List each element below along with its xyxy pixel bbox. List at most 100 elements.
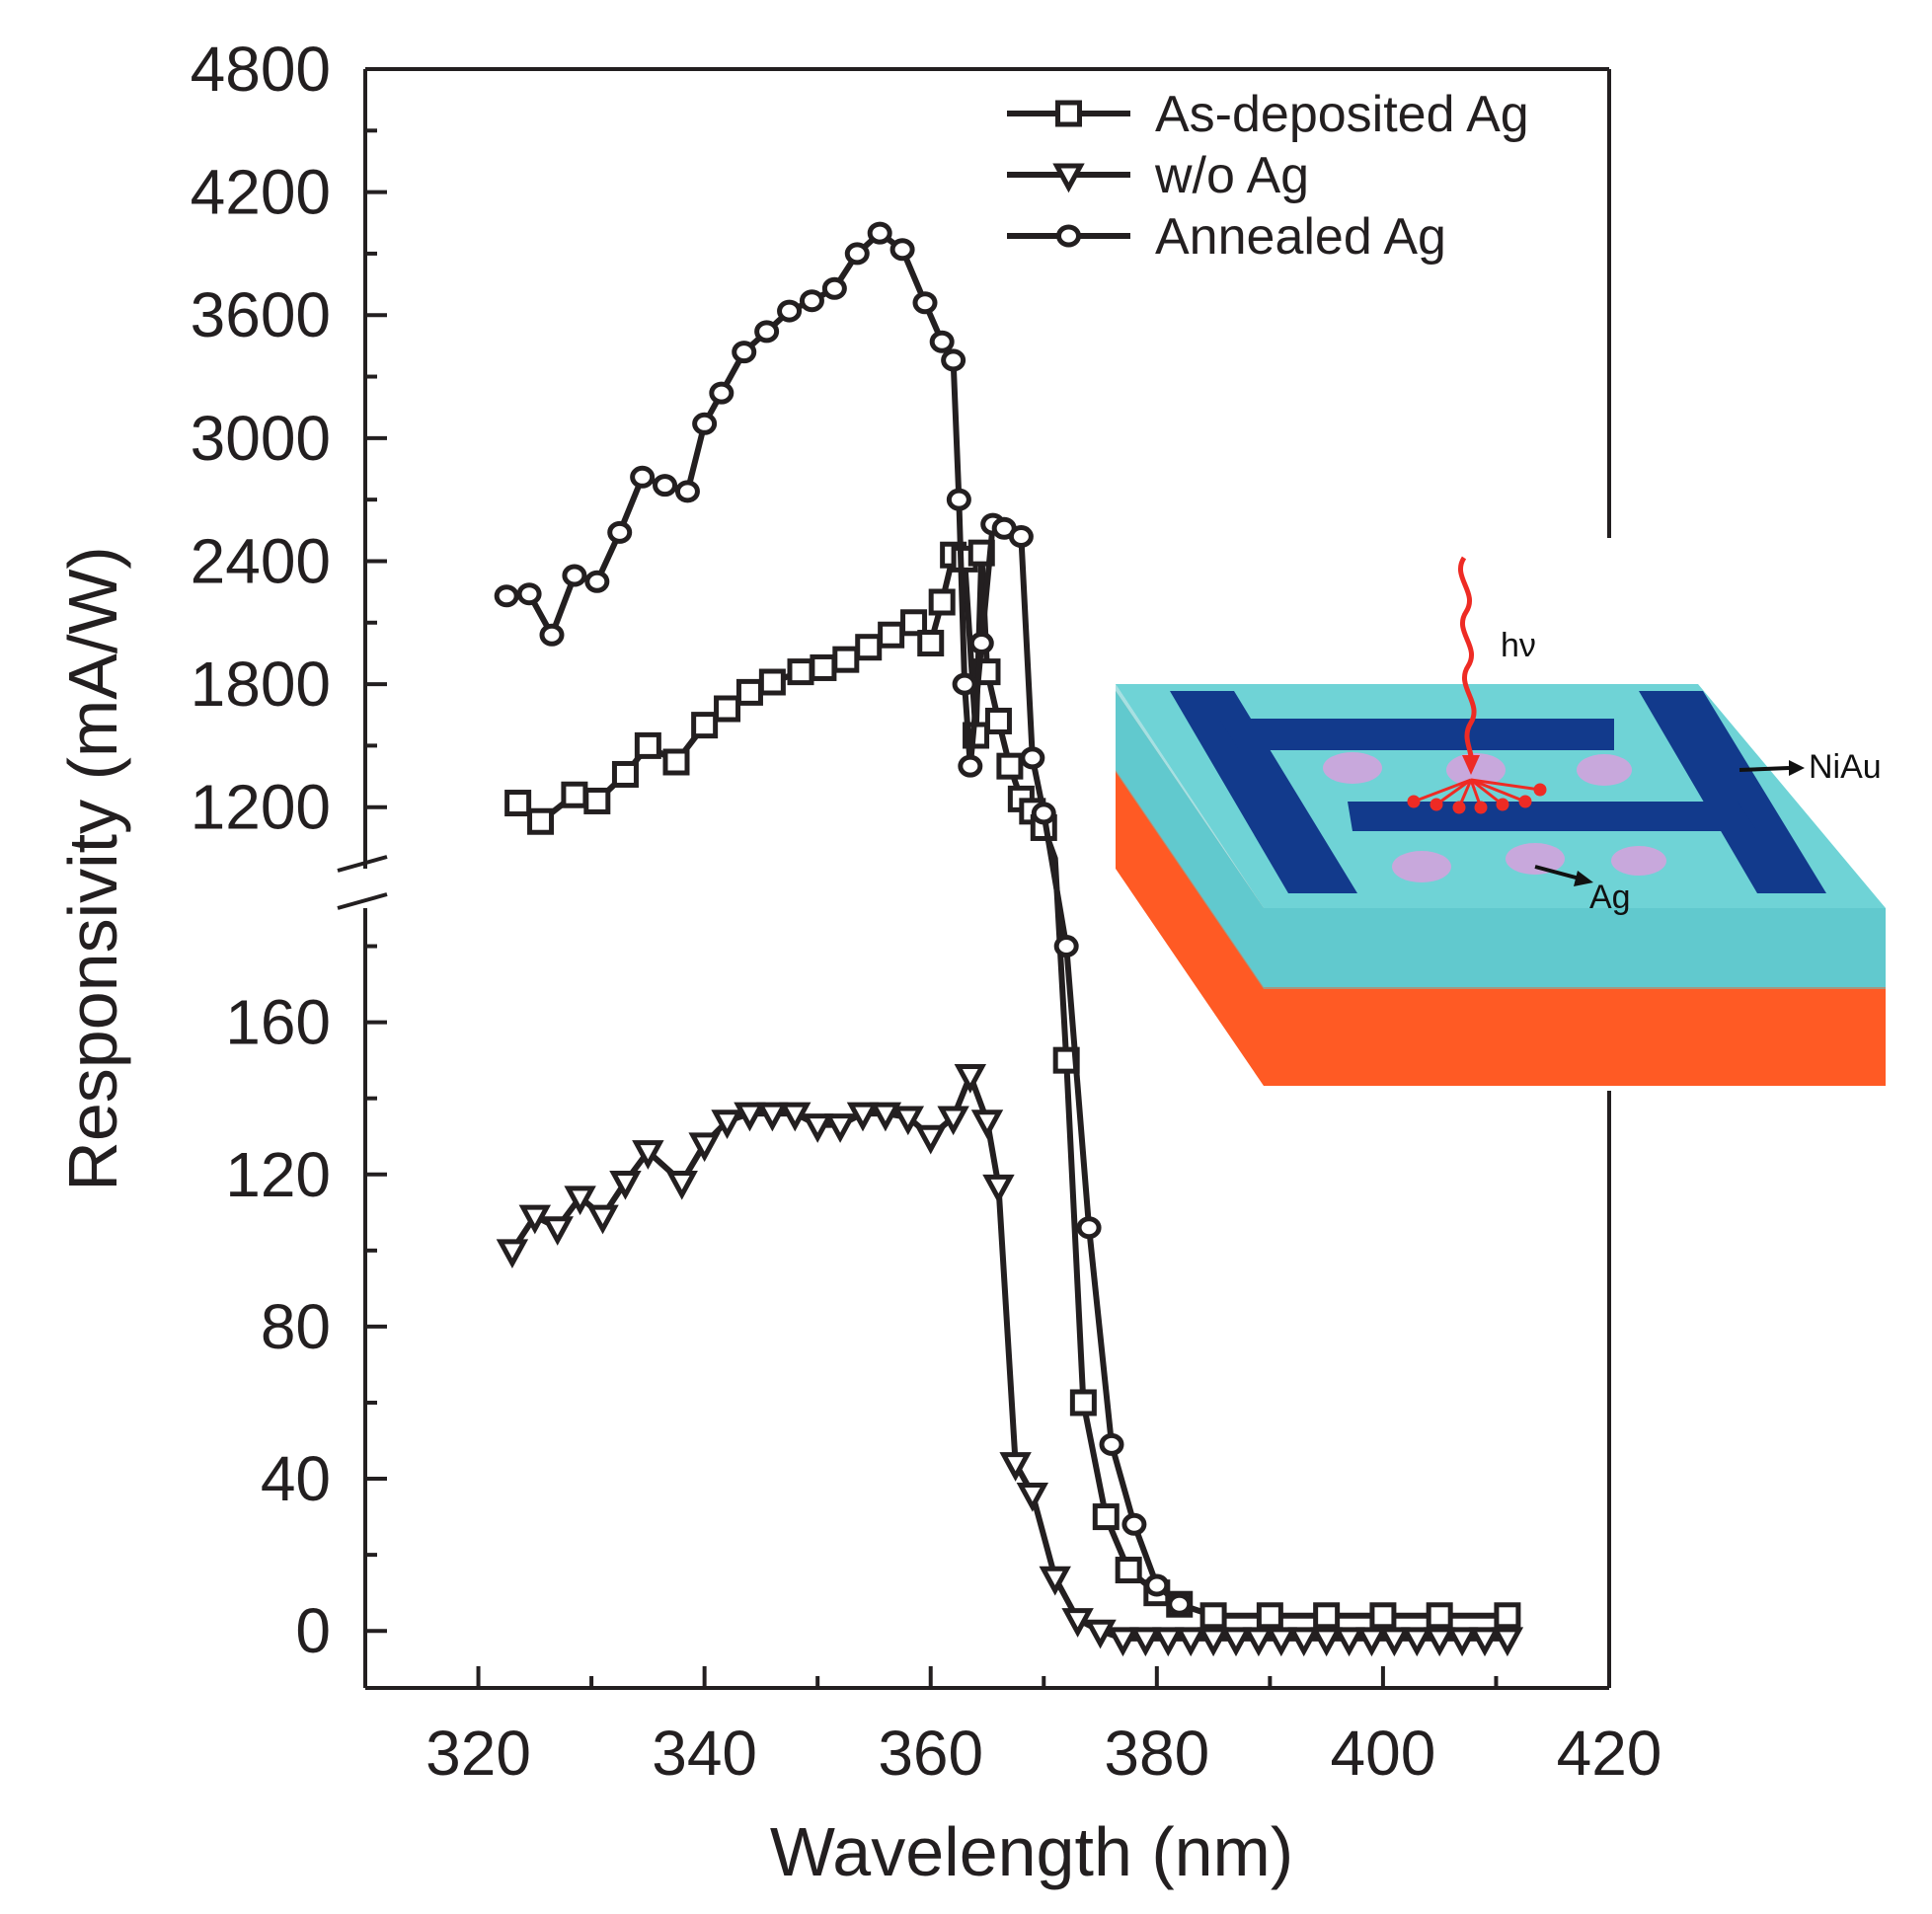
legend-label: Annealed Ag: [1155, 208, 1446, 266]
device-schematic-inset: hν NiAu Ag: [1101, 538, 1932, 1091]
data-point: [844, 242, 870, 266]
y-tick-label: 2400: [191, 525, 331, 596]
data-point: [709, 381, 734, 405]
right-electrode-bar: [1639, 691, 1826, 893]
data-point: [564, 1186, 596, 1216]
data-point: [1121, 1512, 1147, 1536]
data-point: [1115, 1557, 1142, 1584]
substrate-front-face: [1264, 987, 1886, 1086]
data-point: [1355, 1627, 1388, 1657]
photon-arrowhead: [1462, 755, 1480, 775]
data-point: [665, 1170, 698, 1200]
data-point: [941, 348, 966, 372]
data-point: [1468, 1627, 1502, 1657]
data-point: [1265, 1627, 1298, 1657]
series-line: [509, 1072, 1507, 1642]
data-point: [714, 695, 741, 723]
data-point: [1084, 1619, 1117, 1649]
data-point: [1053, 935, 1079, 958]
y-tick-label: 40: [261, 1443, 331, 1514]
data-point: [1287, 1627, 1320, 1657]
data-point: [662, 748, 690, 776]
data-point: [867, 221, 892, 245]
data-point: [968, 632, 994, 655]
data-point: [1069, 1389, 1097, 1416]
data-point: [900, 609, 928, 637]
data-point: [1256, 1602, 1283, 1630]
data-point: [496, 1239, 529, 1269]
data-point: [584, 570, 610, 593]
data-point: [1369, 1602, 1397, 1630]
data-point: [891, 1106, 925, 1136]
data-point: [1167, 1592, 1193, 1616]
ag-particle: [1611, 846, 1666, 876]
data-point: [1491, 1627, 1524, 1657]
data-point: [946, 488, 971, 511]
data-point: [735, 678, 763, 706]
legend-marker: [1055, 100, 1082, 127]
photon-ray: [1458, 556, 1477, 763]
data-point: [1313, 1602, 1341, 1630]
data-point: [821, 276, 847, 300]
data-point: [1016, 1482, 1049, 1512]
data-point: [518, 1204, 552, 1235]
ag-pointer-line: [1534, 865, 1581, 880]
data-point: [1310, 1627, 1343, 1657]
data-point: [632, 1140, 664, 1170]
data-point: [832, 646, 860, 673]
data-point: [539, 623, 565, 647]
data-point: [914, 1124, 947, 1155]
data-point: [754, 320, 780, 344]
y-tick-label: 80: [261, 1291, 331, 1362]
data-point: [889, 238, 915, 262]
data-point: [561, 781, 588, 808]
data-point: [1333, 1627, 1365, 1657]
x-tick-label: 320: [425, 1718, 531, 1789]
data-point: [1426, 1602, 1453, 1630]
data-point: [970, 1110, 1004, 1140]
legend-label: w/o Ag: [1154, 147, 1309, 204]
data-point: [586, 1204, 619, 1235]
niau-label: NiAu: [1809, 748, 1882, 786]
legend-marker: [1052, 163, 1085, 193]
data-point: [734, 1102, 766, 1132]
data-point: [1445, 1627, 1479, 1657]
data-point: [756, 1102, 789, 1132]
y-tick-label: 0: [295, 1595, 331, 1666]
left-electrode-finger: [1219, 719, 1614, 750]
series-triangle-down: [496, 1064, 1524, 1657]
data-point: [634, 731, 661, 759]
top-layer-front: [1116, 684, 1886, 989]
x-axis-title: Wavelength (nm): [770, 1813, 1293, 1890]
data-point: [1076, 1216, 1102, 1240]
data-point: [504, 790, 532, 817]
ag-particle: [1323, 752, 1382, 784]
y-tick-label: 1200: [191, 772, 331, 843]
data-point: [691, 712, 719, 739]
y-tick-label: 3000: [191, 403, 331, 474]
y-tick-label: 3600: [191, 279, 331, 350]
data-point: [611, 760, 639, 788]
data-point: [1107, 1627, 1139, 1657]
data-point: [958, 754, 983, 778]
data-point: [917, 630, 945, 657]
scattered-carriers: [1407, 778, 1547, 814]
right-electrode-finger: [1348, 802, 1757, 831]
data-point: [607, 520, 633, 544]
data-point: [855, 634, 883, 661]
data-point: [711, 1110, 743, 1140]
data-point: [952, 672, 977, 696]
data-point: [1401, 1627, 1433, 1657]
x-tick-label: 360: [878, 1718, 983, 1789]
ag-label: Ag: [1589, 879, 1631, 916]
data-point: [999, 1452, 1032, 1482]
data-point: [688, 1132, 721, 1163]
data-point: [541, 1216, 574, 1246]
data-point: [1129, 1627, 1162, 1657]
photon-label: hν: [1501, 627, 1536, 664]
data-point: [1031, 802, 1056, 825]
ag-particle: [1392, 851, 1451, 882]
series-circle: [494, 221, 1193, 1616]
data-point: [801, 1113, 834, 1143]
ag-particle: [1446, 753, 1506, 787]
